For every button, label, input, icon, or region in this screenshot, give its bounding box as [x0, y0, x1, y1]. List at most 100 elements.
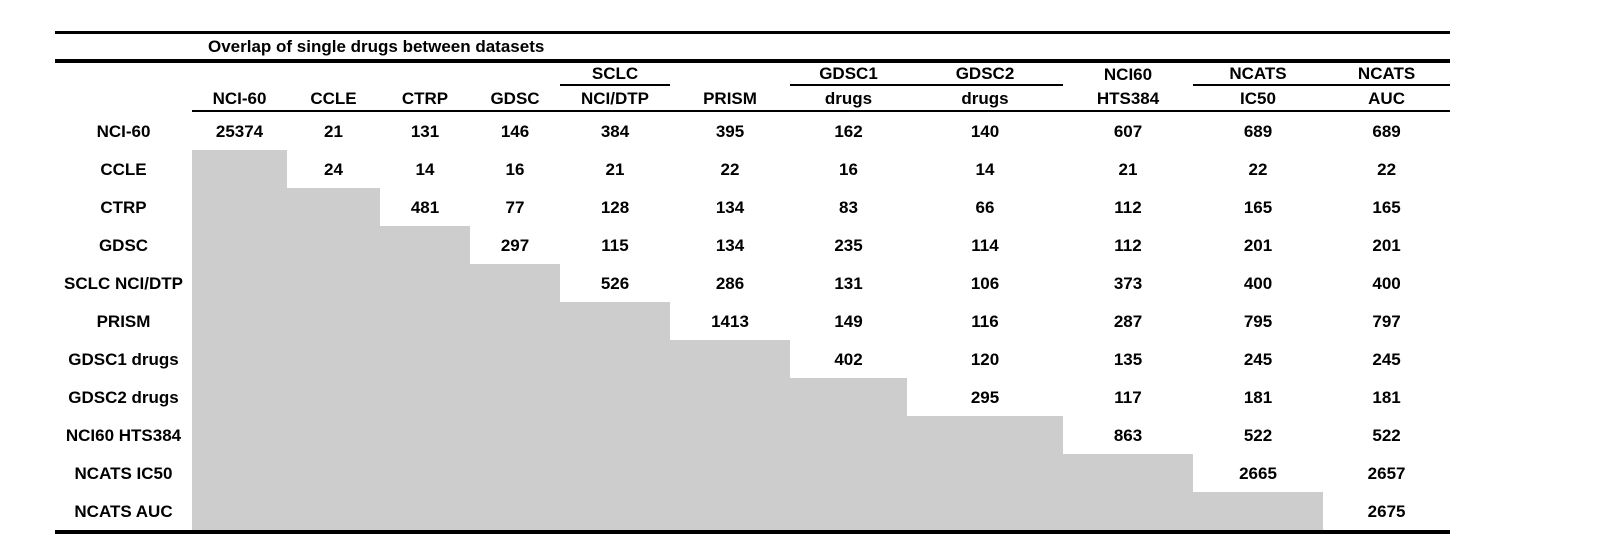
row-label: GDSC1 drugs: [68, 349, 179, 369]
value-cell: 112: [1114, 197, 1142, 217]
gray-cell: [380, 340, 470, 378]
value-cell: 245: [1243, 349, 1273, 369]
gray-cell: [470, 378, 560, 416]
column-header: PRISM: [670, 86, 790, 112]
column-header: IC50: [1193, 86, 1323, 112]
value-cell: 795: [1243, 311, 1273, 331]
value-cell: 22: [1377, 159, 1397, 179]
value-cell: 384: [600, 121, 630, 141]
value-cell: 297: [500, 235, 530, 255]
value-cell: 149: [834, 311, 863, 331]
column-group-header-ncats-ic50: NCATS: [1193, 63, 1323, 86]
value-cell: 135: [1113, 349, 1143, 369]
gray-cell: [287, 416, 380, 454]
value-cell: 689: [1372, 121, 1401, 141]
row-label: GDSC: [98, 235, 149, 255]
value-cell: 114: [971, 235, 999, 255]
column-header: CCLE: [287, 86, 380, 112]
gray-cell: [1063, 492, 1193, 530]
gray-cell: [907, 492, 1063, 530]
value-cell: 607: [1113, 121, 1143, 141]
value-cell: 402: [834, 349, 863, 369]
gray-cell: [560, 340, 670, 378]
value-cell: 522: [1243, 425, 1273, 445]
gray-cell: [907, 454, 1063, 492]
gray-cell: [380, 454, 470, 492]
value-cell: 117: [1114, 387, 1142, 407]
gray-cell: [192, 340, 287, 378]
gray-cell: [380, 492, 470, 530]
table-title: Overlap of single drugs between datasets: [55, 34, 1451, 63]
gray-cell: [380, 416, 470, 454]
row-label: NCI-60: [96, 121, 151, 141]
value-cell: 21: [1118, 159, 1138, 179]
column-header: CTRP: [380, 86, 470, 112]
gray-cell: [287, 226, 380, 264]
table-row: SCLC NCI/DTP 526 286 131 106 373 400 400: [55, 264, 1450, 302]
value-cell: 22: [720, 159, 740, 179]
value-cell: 201: [1372, 235, 1401, 255]
value-cell: 201: [1243, 235, 1273, 255]
column-header: HTS384: [1063, 86, 1193, 112]
column-header: NCI-60: [192, 86, 287, 112]
column-header-row: NCI-60 CCLE CTRP GDSC NCI/DTP PRISM drug…: [55, 86, 1451, 112]
gray-cell: [287, 188, 380, 226]
value-cell: 21: [324, 121, 343, 141]
column-group-header-row: SCLC GDSC1 GDSC2 NCI60 NCATS NCATS: [55, 63, 1451, 86]
value-cell: 481: [410, 197, 440, 217]
gray-cell: [1193, 492, 1323, 530]
table-row: PRISM 1413 149 116 287 795 797: [55, 302, 1450, 340]
column-group-header-nci60: NCI60: [1103, 65, 1153, 84]
value-cell: 295: [970, 387, 1000, 407]
gray-cell: [470, 340, 560, 378]
column-header: drugs: [790, 86, 907, 112]
gray-cell: [287, 340, 380, 378]
gray-cell: [380, 264, 470, 302]
spacer-cell: [670, 63, 790, 86]
value-cell: 373: [1113, 273, 1143, 293]
row-label: CTRP: [100, 197, 147, 217]
value-cell: 112: [1114, 235, 1142, 255]
value-cell: 146: [500, 121, 530, 141]
gray-cell: [192, 492, 287, 530]
value-cell: 400: [1372, 273, 1401, 293]
table-row: CTRP 481 77 128 134 83 66 112 165 165: [55, 188, 1450, 226]
table-row: GDSC 297 115 134 235 114 112 201 201: [55, 226, 1450, 264]
column-group-header-gdsc2: GDSC2: [907, 63, 1063, 86]
corner-cell: [55, 86, 192, 112]
gray-cell: [907, 416, 1063, 454]
gray-cell: [192, 188, 287, 226]
value-cell: 1413: [711, 311, 749, 331]
gray-cell: [790, 492, 907, 530]
gray-cell: [380, 302, 470, 340]
value-cell: 22: [1248, 159, 1268, 179]
value-cell: 14: [975, 159, 995, 179]
column-header: GDSC: [470, 86, 560, 112]
value-cell: 16: [839, 159, 858, 179]
value-cell: 526: [600, 273, 630, 293]
spacer-cell: [287, 63, 380, 86]
value-cell: 797: [1372, 311, 1401, 331]
gray-cell: [470, 264, 560, 302]
gray-cell: [670, 416, 790, 454]
table-row: GDSC2 drugs 295 117 181 181: [55, 378, 1450, 416]
column-header: NCI/DTP: [560, 86, 670, 112]
column-header: drugs: [907, 86, 1063, 112]
value-cell: 25374: [215, 121, 264, 141]
value-cell: 287: [1113, 311, 1143, 331]
table-row: NCI-60 25374 21 131 146 384 395 162 140 607 689 689: [55, 112, 1450, 150]
gray-cell: [670, 454, 790, 492]
table-head: Overlap of single drugs between datasets…: [55, 34, 1451, 112]
row-label: GDSC2 drugs: [68, 387, 179, 407]
gray-cell: [192, 454, 287, 492]
gray-cell: [380, 378, 470, 416]
gray-cell: [287, 378, 380, 416]
value-cell: 66: [975, 197, 995, 217]
spacer-cell: [380, 63, 470, 86]
gray-cell: [192, 302, 287, 340]
gray-cell: [560, 302, 670, 340]
value-cell: 181: [1243, 387, 1273, 407]
value-cell: 120: [970, 349, 1000, 369]
gray-cell: [790, 454, 907, 492]
value-cell: 134: [715, 197, 745, 217]
